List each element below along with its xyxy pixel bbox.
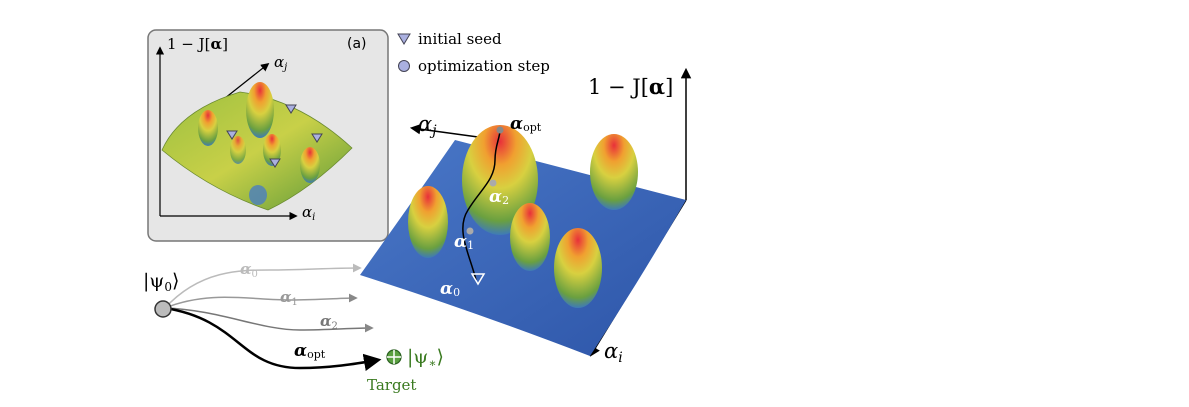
inset-j-axis-label: αj xyxy=(274,53,287,73)
point-label: αopt xyxy=(510,114,542,135)
step-icon xyxy=(398,60,410,72)
inset-i-axis-label: αi xyxy=(302,203,315,223)
main-z-axis-label: 1 − J[α] xyxy=(588,74,673,99)
panel-label: (a) xyxy=(347,36,367,52)
inset-panel: 1 − J[α] (a) αj αi xyxy=(147,29,389,242)
point-label: α0 xyxy=(440,279,460,300)
start-state-label: |ψ0⟩ xyxy=(143,270,179,294)
legend-label: optimization step xyxy=(418,57,550,75)
point-label: α2 xyxy=(489,187,509,208)
main-j-axis-label: αj xyxy=(418,112,437,140)
inset-z-axis-label: 1 − J[α] xyxy=(167,35,228,53)
main-i-axis-label: αi xyxy=(604,339,623,367)
target-state-label: |ψ∗⟩ xyxy=(407,346,444,370)
control-label: α0 xyxy=(240,260,258,280)
control-label: αopt xyxy=(294,341,326,362)
legend: initial seed optimization step xyxy=(397,30,550,75)
legend-label: initial seed xyxy=(418,30,502,48)
target-label: Target xyxy=(367,376,416,394)
control-label: α1 xyxy=(280,288,298,308)
seed-icon xyxy=(397,33,411,45)
main-landscape: 1 − J[α] αj αi αopt α2 α1 α0 xyxy=(360,67,692,367)
trajectories: |ψ0⟩ α0 α1 α2 αopt |ψ∗⟩ Target xyxy=(143,260,444,394)
point-label: α1 xyxy=(454,232,474,253)
control-label: α2 xyxy=(320,312,338,332)
